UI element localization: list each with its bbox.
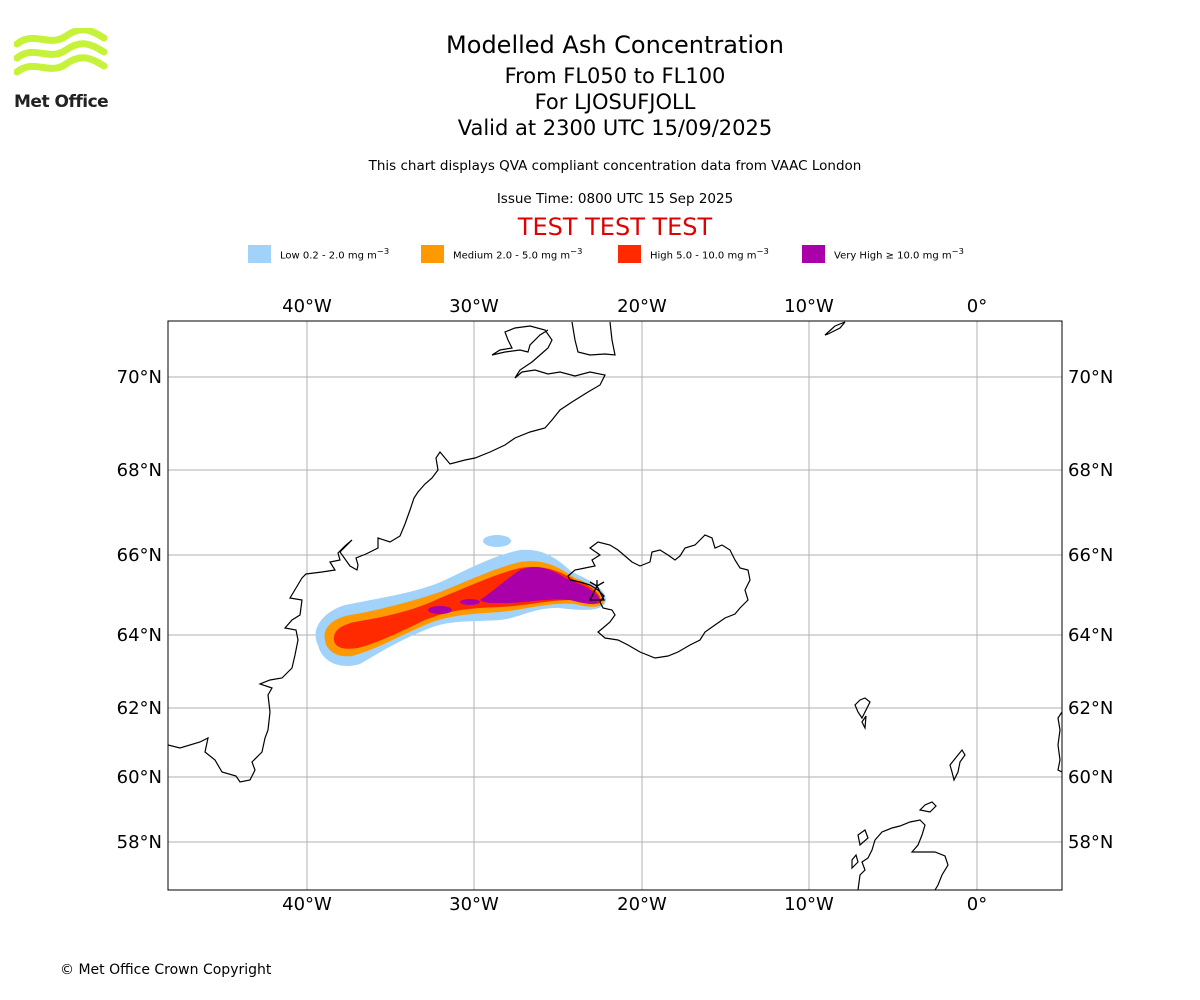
lon-label-top: 10°W	[784, 296, 834, 317]
lat-label-right: 64°N	[1068, 625, 1113, 646]
lon-label-top: 30°W	[449, 296, 499, 317]
legend-label-low: Low 0.2 - 2.0 mg m	[280, 250, 377, 262]
coast-faroes	[854, 697, 871, 731]
chart-title: Modelled Ash Concentration	[446, 31, 784, 59]
lat-label-left: 62°N	[117, 698, 162, 719]
logo-wave-3	[14, 54, 108, 76]
test-banner: TEST TEST TEST	[517, 213, 713, 241]
legend-swatch-high	[618, 245, 641, 263]
legend-item-low: Low 0.2 - 2.0 mg m−3	[248, 244, 389, 264]
met-office-logo	[14, 28, 108, 76]
lon-label-top: 40°W	[282, 296, 332, 317]
flight-levels: From FL050 to FL100	[504, 64, 726, 88]
legend-unit-exponent: −3	[376, 246, 390, 257]
lon-label-bottom: 10°W	[784, 894, 834, 915]
legend-swatch-low	[248, 245, 271, 263]
legend-item-high: High 5.0 - 10.0 mg m−3	[618, 244, 769, 264]
coastlines	[168, 321, 1062, 890]
coast-north-islands	[824, 321, 846, 336]
lon-label-bottom: 20°W	[617, 894, 667, 915]
lat-label-right: 68°N	[1068, 460, 1113, 481]
lat-label-left: 70°N	[117, 367, 162, 388]
volcano-ray	[596, 581, 605, 587]
coast-scotland	[857, 819, 949, 890]
lat-label-left: 66°N	[117, 545, 162, 566]
legend-label-very-high: Very High ≥ 10.0 mg m	[834, 250, 952, 262]
volcano-triangle	[588, 584, 606, 601]
ash-zone-very-high	[428, 567, 600, 614]
logo-wave-1	[14, 28, 108, 48]
lat-label-left: 64°N	[117, 625, 162, 646]
lon-label-bottom: 30°W	[449, 894, 499, 915]
chart-description: This chart displays QVA compliant concen…	[368, 158, 862, 174]
legend-item-very-high: Very High ≥ 10.0 mg m−3	[802, 244, 964, 264]
legend: Low 0.2 - 2.0 mg m−3 Medium 2.0 - 5.0 mg…	[0, 244, 1200, 264]
logo-text: Met Office	[14, 92, 109, 112]
lat-label-right: 66°N	[1068, 545, 1113, 566]
volcano-name: For LJOSUFJOLL	[534, 90, 696, 114]
coast-greenland	[168, 325, 606, 783]
lat-label-left: 58°N	[117, 832, 162, 853]
lat-label-left: 68°N	[117, 460, 162, 481]
lat-label-right: 62°N	[1068, 698, 1113, 719]
volcano-ray	[589, 581, 598, 587]
coast-norway	[1057, 711, 1062, 773]
lat-label-left: 60°N	[117, 767, 162, 788]
coast-greenland-east	[571, 321, 616, 356]
lat-label-right: 70°N	[1068, 367, 1113, 388]
map-gridlines	[168, 321, 1062, 890]
lat-label-right: 58°N	[1068, 832, 1113, 853]
legend-unit-exponent: −3	[756, 246, 769, 257]
issue-time: Issue Time: 0800 UTC 15 Sep 2025	[496, 191, 734, 207]
map-frame	[167, 320, 1063, 891]
lon-label-bottom: 0°	[967, 894, 987, 915]
ash-low-patch	[483, 535, 511, 547]
lat-label-right: 60°N	[1068, 767, 1113, 788]
ash-very-high-patch	[428, 606, 452, 614]
ash-very-high-core	[480, 567, 600, 604]
volcano-marker	[588, 580, 606, 601]
valid-time: Valid at 2300 UTC 15/09/2025	[457, 116, 773, 140]
coast-hebrides	[851, 829, 869, 870]
lon-label-top: 0°	[967, 296, 987, 317]
legend-unit-exponent: −3	[951, 246, 964, 257]
coast-shetland	[949, 748, 966, 782]
ash-very-high-patch	[460, 599, 480, 605]
copyright-notice: © Met Office Crown Copyright	[60, 962, 272, 978]
legend-label-medium: Medium 2.0 - 5.0 mg m	[453, 250, 571, 262]
legend-label-high: High 5.0 - 10.0 mg m	[650, 250, 757, 262]
lon-label-bottom: 40°W	[282, 894, 332, 915]
legend-swatch-medium	[421, 245, 444, 263]
logo-wave-2	[14, 40, 108, 62]
lon-label-top: 20°W	[617, 296, 667, 317]
coast-iceland	[567, 534, 751, 659]
legend-item-medium: Medium 2.0 - 5.0 mg m−3	[421, 244, 582, 264]
coast-orkney	[918, 801, 937, 813]
legend-unit-exponent: −3	[570, 246, 583, 257]
legend-swatch-very-high	[802, 245, 825, 263]
